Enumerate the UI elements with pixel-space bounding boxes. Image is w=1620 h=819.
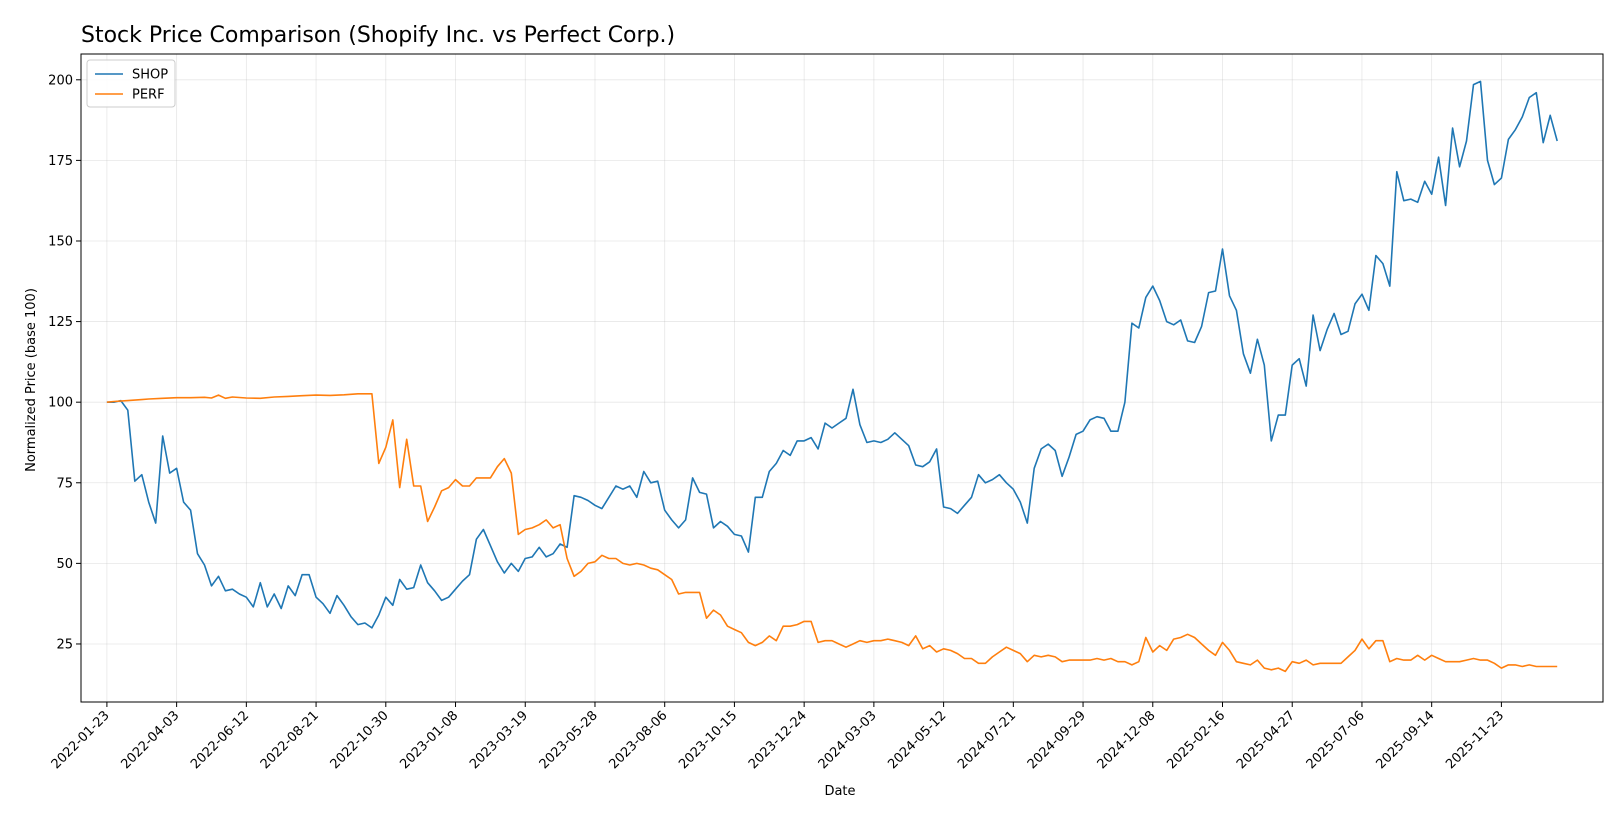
legend: SHOP PERF — [86, 59, 176, 108]
x-tick-label: 2025-04-27 — [1234, 708, 1298, 772]
x-tick-label: 2024-09-29 — [1025, 708, 1089, 772]
x-tick-label: 2024-05-12 — [885, 708, 949, 772]
x-axis-ticks: 2022-01-23 2022-04-03 2022-06-12 2022-08-21… — [49, 702, 1507, 772]
x-tick-label: 2022-06-12 — [188, 708, 252, 772]
legend-label-shop: SHOP — [132, 68, 168, 83]
y-tick-label: 75 — [56, 476, 73, 491]
series-line-perf — [106, 392, 1558, 673]
y-tick-label: 100 — [48, 396, 73, 411]
legend-box — [86, 59, 176, 108]
x-axis-label: Date — [824, 784, 855, 799]
y-axis-label: Normalized Price (base 100) — [24, 288, 39, 472]
x-tick-label: 2024-03-03 — [816, 708, 880, 772]
legend-label-perf: PERF — [132, 88, 165, 103]
y-tick-label: 200 — [48, 73, 73, 88]
x-tick-label: 2023-12-24 — [746, 708, 810, 772]
x-tick-label: 2025-02-16 — [1164, 708, 1228, 772]
x-tick-label: 2023-08-06 — [606, 708, 670, 772]
y-tick-label: 25 — [56, 637, 73, 652]
x-tick-label: 2025-09-14 — [1373, 708, 1437, 772]
x-tick-label: 2022-04-03 — [118, 708, 182, 772]
plot-frame — [80, 53, 1604, 703]
x-tick-label: 2022-08-21 — [258, 708, 322, 772]
y-tick-label: 125 — [48, 315, 73, 330]
x-tick-label: 2024-07-21 — [955, 708, 1019, 772]
grid-lines — [81, 54, 1603, 702]
x-tick-label: 2025-11-23 — [1443, 708, 1507, 772]
series-layer — [106, 80, 1558, 673]
x-tick-label: 2023-05-28 — [537, 708, 601, 772]
x-tick-label: 2023-01-08 — [397, 708, 461, 772]
chart-title: Stock Price Comparison (Shopify Inc. vs … — [81, 23, 675, 48]
y-tick-label: 50 — [56, 557, 73, 572]
x-tick-label: 2025-07-06 — [1304, 708, 1368, 772]
x-tick-label: 2023-03-19 — [467, 708, 531, 772]
y-axis-ticks: 25 50 75 100 125 150 175 200 — [48, 73, 81, 652]
x-tick-label: 2022-01-23 — [49, 708, 113, 772]
y-tick-label: 175 — [48, 154, 73, 169]
x-tick-label: 2024-12-08 — [1095, 708, 1159, 772]
series-line-shop — [106, 80, 1558, 629]
x-tick-label: 2022-10-30 — [328, 708, 392, 772]
x-tick-label: 2023-10-15 — [676, 708, 740, 772]
y-tick-label: 150 — [48, 234, 73, 249]
